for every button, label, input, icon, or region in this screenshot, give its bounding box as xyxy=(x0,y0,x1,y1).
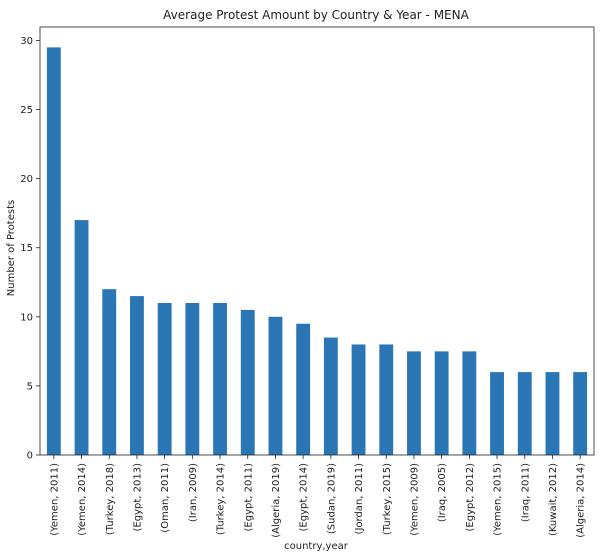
bar xyxy=(296,323,311,455)
y-tick-label: 25 xyxy=(20,105,33,116)
bar xyxy=(379,344,394,455)
x-tick-label: (Yemen, 2014) xyxy=(77,463,88,536)
bar xyxy=(462,351,477,455)
y-tick-label: 30 xyxy=(20,36,33,47)
x-tick-label: (Yemen, 2011) xyxy=(49,463,60,536)
x-tick-label: (Iraq, 2011) xyxy=(520,463,531,522)
x-tick-label: (Iraq, 2005) xyxy=(437,463,448,522)
bar xyxy=(213,303,227,455)
bar xyxy=(130,296,144,455)
bar xyxy=(185,303,200,455)
x-tick-label: (Kuwait, 2012) xyxy=(548,463,559,536)
bar xyxy=(351,344,366,455)
x-tick-label: (Egypt, 2014) xyxy=(299,463,310,532)
bar xyxy=(434,351,449,455)
x-tick-label: (Egypt, 2011) xyxy=(243,463,254,532)
x-tick-label: (Jordan, 2011) xyxy=(354,463,365,535)
x-tick-label: (Algeria, 2019) xyxy=(271,463,282,538)
x-axis-label: country,year xyxy=(284,541,349,552)
x-tick-label: (Egypt, 2013) xyxy=(132,463,143,532)
chart-title: Average Protest Amount by Country & Year… xyxy=(163,8,469,22)
bar xyxy=(157,303,172,455)
bar xyxy=(407,351,421,455)
bar xyxy=(46,47,61,455)
plot-frame xyxy=(39,26,595,456)
bar xyxy=(490,372,504,455)
y-tick-label: 10 xyxy=(20,312,33,323)
y-tick-label: 5 xyxy=(27,381,33,392)
x-tick-label: (Egypt, 2012) xyxy=(465,463,476,532)
x-tick-label: (Algeria, 2014) xyxy=(576,463,587,538)
x-tick-label: (Turkey, 2015) xyxy=(382,463,393,535)
x-tick-label: (Oman, 2011) xyxy=(160,463,171,533)
bar xyxy=(323,337,338,455)
bar xyxy=(573,372,588,455)
x-tick-label: (Sudan, 2019) xyxy=(326,463,337,534)
y-tick-label: 0 xyxy=(27,451,33,462)
bar xyxy=(268,316,283,455)
y-axis-label: Number of Protests xyxy=(6,200,17,296)
bar xyxy=(240,309,255,455)
y-tick-label: 20 xyxy=(20,174,33,185)
x-tick-label: (Yemen, 2015) xyxy=(493,463,504,536)
bar xyxy=(517,372,532,455)
x-tick-label: (Iran, 2009) xyxy=(188,463,199,522)
y-tick-label: 15 xyxy=(20,243,33,254)
x-tick-label: (Turkey, 2014) xyxy=(216,463,227,535)
bar xyxy=(102,289,117,455)
bar xyxy=(74,220,89,455)
x-tick-label: (Turkey, 2018) xyxy=(105,463,116,535)
x-tick-label: (Yemen, 2009) xyxy=(409,463,420,536)
bar xyxy=(545,372,560,455)
